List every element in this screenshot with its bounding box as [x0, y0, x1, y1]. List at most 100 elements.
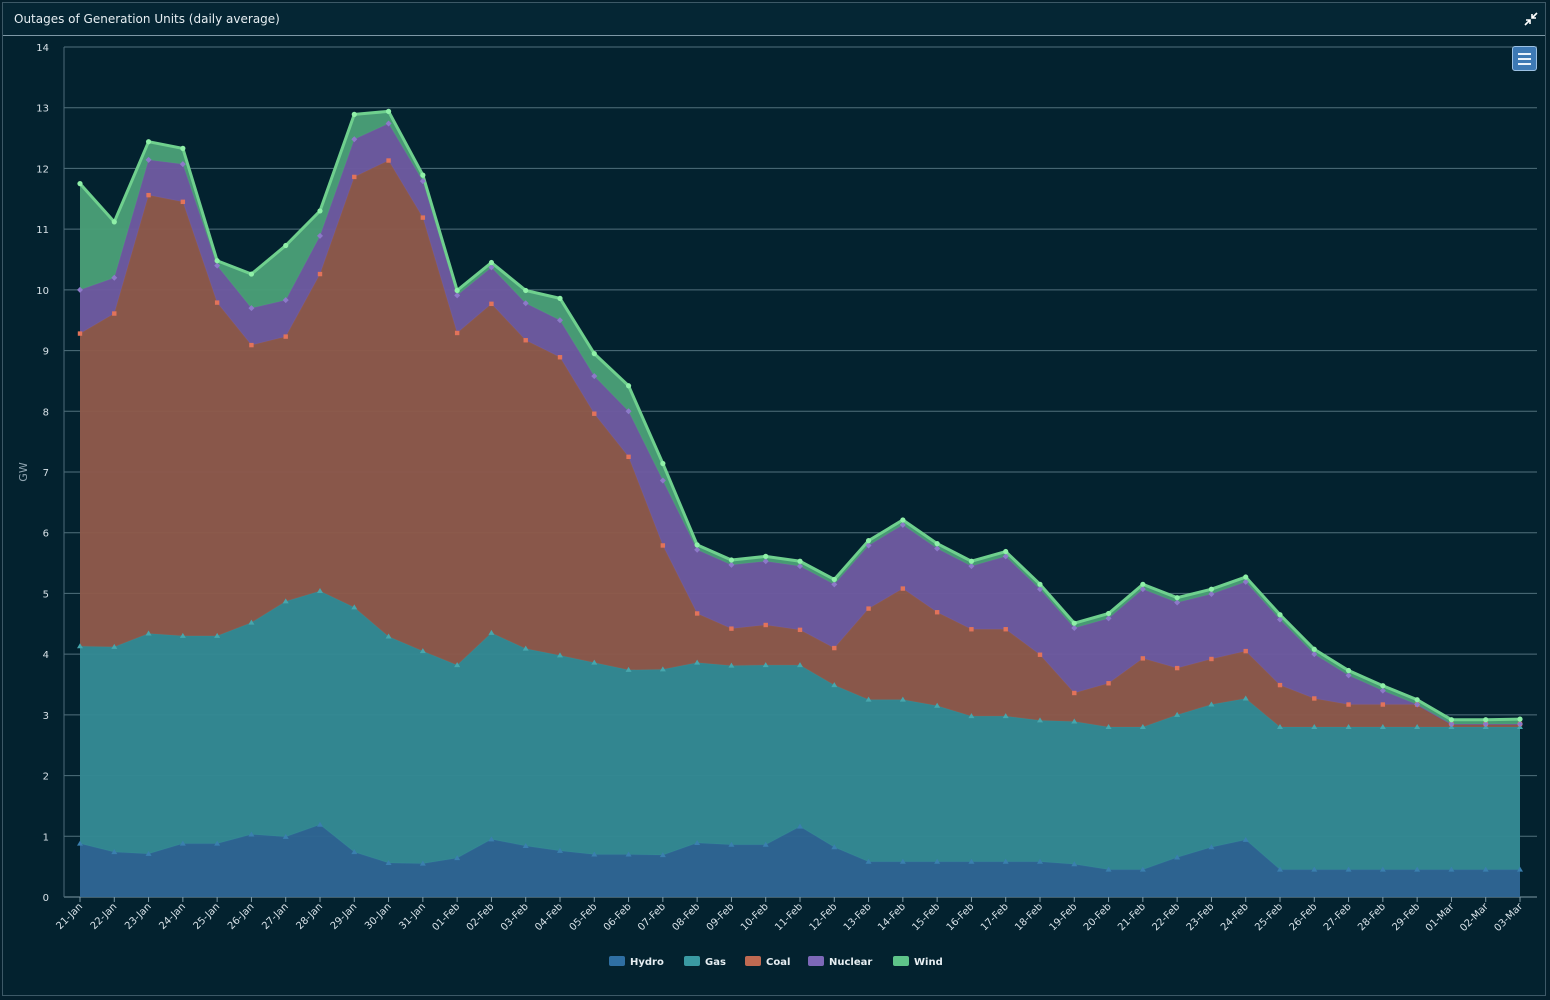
- marker-gas: [1105, 724, 1112, 729]
- marker-hydro: [1071, 861, 1078, 867]
- x-tick-label: 23-Jan: [123, 901, 154, 932]
- marker-hydro: [282, 833, 289, 839]
- legend-label: Coal: [766, 957, 790, 968]
- x-tick-label: 02-Feb: [465, 901, 497, 933]
- y-tick-label: 7: [43, 468, 49, 479]
- legend-item-gas[interactable]: Gas: [684, 956, 726, 968]
- marker-hydro: [454, 855, 461, 861]
- x-tick-label: 16-Feb: [945, 901, 977, 933]
- marker-hydro: [214, 840, 221, 846]
- marker-gas: [1002, 713, 1009, 719]
- marker-nuclear: [145, 156, 152, 163]
- area-series: [78, 109, 1521, 897]
- legend-item-wind[interactable]: Wind: [893, 956, 943, 968]
- marker-gas: [865, 696, 872, 702]
- marker-nuclear: [831, 581, 838, 588]
- marker-gas: [1414, 724, 1421, 729]
- marker-coal: [969, 627, 974, 632]
- marker-gas: [1242, 695, 1249, 701]
- marker-hydro: [1002, 858, 1009, 864]
- marker-hydro: [1208, 844, 1215, 850]
- marker-wind: [1208, 586, 1215, 592]
- marker-coal: [146, 192, 151, 198]
- marker-nuclear: [968, 563, 975, 570]
- marker-nuclear: [111, 274, 118, 281]
- marker-wind: [1174, 595, 1180, 601]
- marker-hydro: [1482, 866, 1489, 872]
- marker-nuclear: [899, 521, 906, 528]
- marker-nuclear: [1174, 599, 1181, 606]
- x-tick-label: 26-Feb: [1288, 901, 1320, 933]
- marker-gas: [1037, 717, 1043, 723]
- marker-hydro: [1517, 866, 1523, 872]
- marker-wind: [283, 242, 289, 249]
- menu-icon: [1518, 53, 1531, 55]
- y-tick-label: 1: [43, 832, 49, 843]
- marker-hydro: [1242, 836, 1249, 842]
- panel-title: Outages of Generation Units (daily avera…: [14, 12, 280, 26]
- marker-nuclear: [317, 232, 323, 239]
- marker-hydro: [77, 840, 83, 846]
- marker-gas: [351, 604, 358, 610]
- marker-hydro: [1345, 866, 1352, 872]
- x-tick-label: 30-Jan: [363, 901, 394, 932]
- marker-wind: [1517, 716, 1523, 722]
- x-tick-label: 21-Jan: [54, 901, 85, 932]
- collapse-icon[interactable]: [1523, 11, 1539, 27]
- marker-coal: [454, 330, 460, 336]
- marker-nuclear: [522, 300, 529, 307]
- marker-nuclear: [728, 561, 735, 568]
- marker-nuclear: [625, 408, 632, 415]
- marker-wind: [694, 542, 700, 548]
- legend-swatch: [745, 956, 761, 966]
- marker-hydro: [179, 840, 186, 846]
- x-tick-label: 08-Feb: [670, 901, 702, 933]
- x-tick-label: 07-Feb: [636, 901, 668, 933]
- marker-hydro: [248, 831, 255, 837]
- marker-coal: [214, 300, 220, 305]
- marker-nuclear: [1482, 720, 1489, 727]
- x-tick-label: 12-Feb: [808, 901, 840, 933]
- legend-item-nuclear[interactable]: Nuclear: [808, 956, 872, 968]
- marker-nuclear: [1071, 625, 1078, 632]
- marker-coal: [592, 411, 597, 416]
- x-tick-label: 26-Jan: [226, 901, 257, 932]
- marker-gas: [1311, 724, 1318, 729]
- x-tick-label: 20-Feb: [1082, 901, 1114, 933]
- marker-gas: [1208, 701, 1215, 707]
- legend-item-coal[interactable]: Coal: [745, 956, 790, 968]
- marker-hydro: [351, 849, 358, 855]
- chart-menu-button[interactable]: [1512, 46, 1537, 71]
- marker-nuclear: [1105, 615, 1112, 622]
- area-nuclear: [80, 123, 1520, 724]
- marker-wind: [968, 558, 975, 564]
- marker-wind: [1448, 717, 1455, 723]
- marker-nuclear: [214, 262, 221, 269]
- x-tick-label: 25-Jan: [192, 901, 223, 932]
- marker-gas: [1379, 724, 1386, 729]
- marker-coal: [1140, 656, 1146, 661]
- legend-item-hydro[interactable]: Hydro: [609, 956, 664, 968]
- x-tick-label: 09-Feb: [705, 901, 737, 933]
- marker-coal: [1380, 702, 1386, 707]
- marker-hydro: [625, 851, 632, 857]
- marker-coal: [249, 342, 254, 348]
- marker-wind: [317, 208, 323, 214]
- marker-gas: [454, 662, 461, 668]
- x-axis: 21-Jan 22-Jan 23-Jan 24-Jan 25-Jan 26-Jan 27-J…: [54, 897, 1526, 934]
- marker-wind: [385, 108, 392, 114]
- marker-gas: [419, 648, 426, 654]
- marker-hydro: [659, 852, 666, 858]
- marker-wind: [797, 558, 803, 564]
- marker-nuclear: [351, 136, 358, 143]
- marker-coal: [317, 271, 323, 277]
- marker-wind: [1483, 717, 1489, 723]
- legend-label: Gas: [705, 957, 726, 968]
- marker-hydro: [317, 821, 323, 827]
- y-tick-label: 6: [43, 529, 49, 540]
- legend-label: Hydro: [630, 957, 664, 968]
- marker-hydro: [1037, 858, 1043, 864]
- marker-gas: [77, 643, 83, 649]
- marker-coal: [1174, 665, 1180, 671]
